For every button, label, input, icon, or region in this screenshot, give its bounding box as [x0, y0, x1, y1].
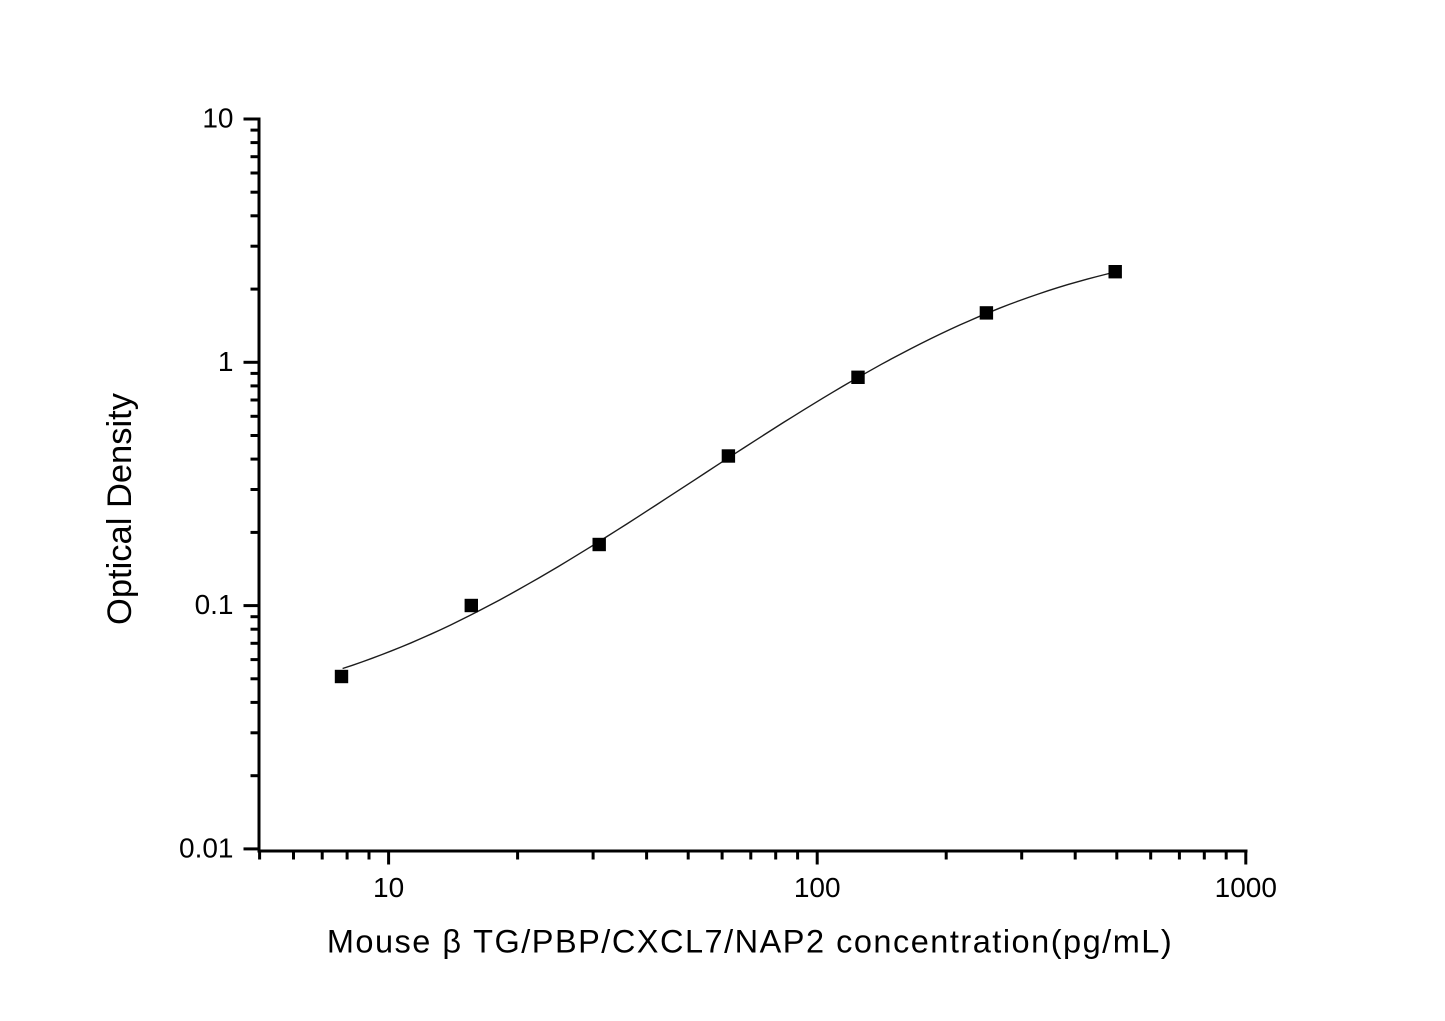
svg-text:0.01: 0.01	[179, 832, 234, 863]
svg-text:1: 1	[218, 346, 234, 377]
svg-text:Mouse β TG/PBP/CXCL7/NAP2 conc: Mouse β TG/PBP/CXCL7/NAP2 concentration(…	[327, 924, 1173, 960]
svg-text:100: 100	[794, 872, 841, 903]
svg-text:Optical Density: Optical Density	[101, 392, 139, 625]
svg-text:10: 10	[373, 872, 404, 903]
svg-text:1000: 1000	[1215, 872, 1277, 903]
svg-text:0.1: 0.1	[195, 589, 234, 620]
svg-text:10: 10	[202, 103, 233, 134]
